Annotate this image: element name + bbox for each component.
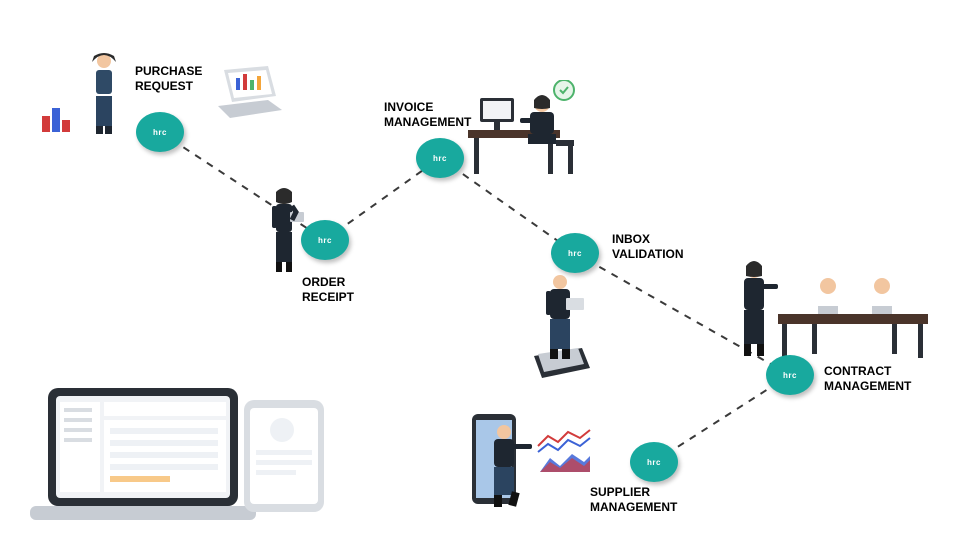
node-disc-text: hrc <box>318 236 332 245</box>
node-label-inbox-validation: INBOX VALIDATION <box>612 232 684 262</box>
node-disc-supplier-management: hrc <box>630 442 678 482</box>
phone-walker-illustration <box>470 410 536 514</box>
node-label-invoice-management: INVOICE MANAGEMENT <box>384 100 471 130</box>
node-disc-text: hrc <box>647 458 661 467</box>
node-label-contract-management: CONTRACT MANAGEMENT <box>824 364 911 394</box>
node-disc-inbox-validation: hrc <box>551 233 599 273</box>
node-disc-text: hrc <box>153 128 167 137</box>
trend-chart-icon <box>536 428 592 474</box>
person-vest-illustration <box>84 52 124 138</box>
meeting-table-illustration <box>732 256 932 366</box>
devices-corner-illustration <box>30 380 330 530</box>
node-disc-text: hrc <box>433 154 447 163</box>
phone-stand-illustration <box>530 272 594 380</box>
node-label-purchase-request: PURCHASE REQUEST <box>135 64 202 94</box>
node-disc-purchase-request: hrc <box>136 112 184 152</box>
node-label-supplier-management: SUPPLIER MANAGEMENT <box>590 485 677 515</box>
laptop-small-illustration <box>218 66 282 118</box>
node-disc-contract-management: hrc <box>766 355 814 395</box>
bar-chart-icon <box>40 100 76 136</box>
node-disc-invoice-management: hrc <box>416 138 464 178</box>
node-disc-text: hrc <box>783 371 797 380</box>
person-tablet-illustration <box>266 188 306 280</box>
node-disc-order-receipt: hrc <box>301 220 349 260</box>
node-disc-text: hrc <box>568 249 582 258</box>
diagram-canvas: hrc PURCHASE REQUEST hrc ORDER RECEIPT hrc IN… <box>0 0 960 540</box>
desk-worker-illustration <box>468 80 588 180</box>
node-label-order-receipt: ORDER RECEIPT <box>302 275 354 305</box>
edge-contract-management-supplier-management <box>654 375 790 462</box>
